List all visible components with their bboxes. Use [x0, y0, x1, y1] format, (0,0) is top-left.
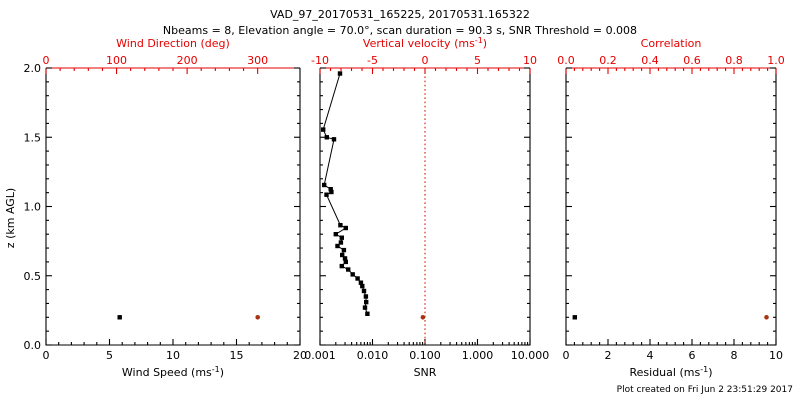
data-point — [420, 315, 426, 320]
x-top-tick-label: 0 — [422, 54, 429, 67]
plot-credit: Plot created on Fri Jun 2 23:51:29 2017 — [617, 385, 793, 395]
y-tick-label: 0.0 — [24, 339, 42, 352]
x-top-tick-label: 0.8 — [725, 54, 743, 67]
x-tick-label: 20 — [293, 349, 307, 362]
data-point — [364, 299, 369, 305]
x-tick-label: 4 — [647, 349, 654, 362]
x-axis-label-top: Vertical velocity (ms-1) — [363, 36, 487, 50]
data-point — [339, 263, 344, 269]
data-point — [360, 283, 365, 289]
data-point — [350, 272, 355, 277]
x-axis-label-top: Wind Direction (deg) — [116, 37, 230, 50]
x-axis-label-top: Correlation — [641, 37, 702, 50]
data-point — [764, 315, 769, 320]
y-tick-label: 1.5 — [24, 131, 42, 144]
data-point — [117, 315, 122, 320]
data-point — [255, 315, 260, 320]
x-tick-label: 0 — [563, 349, 570, 362]
x-tick-label: 10.000 — [511, 349, 550, 362]
data-point — [335, 243, 340, 249]
x-tick-label: 0.010 — [357, 349, 389, 362]
x-top-tick-label: -5 — [367, 54, 378, 67]
x-top-tick-label: 300 — [247, 54, 268, 67]
x-tick-label: 1.000 — [462, 349, 494, 362]
data-point — [333, 232, 338, 237]
data-point — [362, 305, 368, 310]
x-axis-label: Residual (ms-1) — [630, 365, 713, 379]
x-tick-label: 15 — [230, 349, 244, 362]
figure-subtitle: Nbeams = 8, Elevation angle = 70.0°, sca… — [163, 24, 637, 37]
data-point — [340, 252, 345, 258]
data-point — [346, 267, 351, 272]
x-tick-label: 8 — [731, 349, 738, 362]
y-tick-label: 1.0 — [24, 201, 42, 214]
x-tick-label: 2 — [605, 349, 612, 362]
x-top-tick-label: 0.2 — [599, 54, 617, 67]
data-point — [337, 71, 343, 76]
data-point — [329, 189, 334, 195]
data-point — [331, 137, 337, 142]
x-axis-label: Wind Speed (ms-1) — [122, 365, 224, 379]
x-top-tick-label: 5 — [474, 54, 481, 67]
x-top-tick-label: 100 — [106, 54, 127, 67]
x-top-tick-label: 0.4 — [641, 54, 659, 67]
x-tick-label: 0 — [43, 349, 50, 362]
data-point — [338, 223, 343, 228]
x-top-tick-label: 0.0 — [557, 54, 575, 67]
x-top-tick-label: -10 — [311, 54, 329, 67]
data-point — [328, 187, 333, 192]
x-tick-label: 0.100 — [409, 349, 441, 362]
x-tick-label: 10 — [166, 349, 180, 362]
x-tick-label: 0.001 — [304, 349, 336, 362]
x-top-tick-label: 200 — [177, 54, 198, 67]
data-point — [572, 315, 577, 320]
data-point — [363, 294, 369, 299]
x-top-tick-label: 1.0 — [767, 54, 785, 67]
y-tick-label: 0.5 — [24, 270, 42, 283]
x-top-tick-label: 10 — [523, 54, 537, 67]
data-point — [342, 256, 348, 261]
x-tick-label: 5 — [106, 349, 113, 362]
data-point — [338, 240, 344, 245]
x-tick-label: 6 — [689, 349, 696, 362]
panel-2: 0.001 0.010 0.100 1.000 10.000 -10 -5 0 5 10 SNR Ve… — [304, 36, 549, 379]
figure-title: VAD_97_20170531_165225, 20170531.165322 — [270, 8, 530, 21]
data-point — [324, 192, 329, 197]
x-tick-label: 10 — [769, 349, 783, 362]
data-point — [339, 235, 344, 240]
data-point — [324, 135, 329, 140]
x-axis-label: SNR — [414, 366, 437, 379]
y-tick-label: 2.0 — [24, 62, 42, 75]
x-top-tick-label: 0.6 — [683, 54, 701, 67]
data-point — [358, 280, 364, 285]
data-point — [341, 247, 347, 253]
y-axis-label: z (km AGL) — [4, 188, 17, 248]
data-point — [343, 259, 348, 265]
panel-3: 0 2 4 6 8 10 0.0 0.2 0.4 0.6 0.8 1.0 Residual (ms-1)… — [557, 37, 785, 379]
data-point — [365, 311, 370, 316]
data-point — [361, 288, 367, 294]
data-point — [343, 225, 348, 231]
data-point — [355, 276, 360, 281]
data-point — [321, 127, 326, 132]
x-top-tick-label: 0 — [43, 54, 50, 67]
data-point — [322, 182, 327, 188]
